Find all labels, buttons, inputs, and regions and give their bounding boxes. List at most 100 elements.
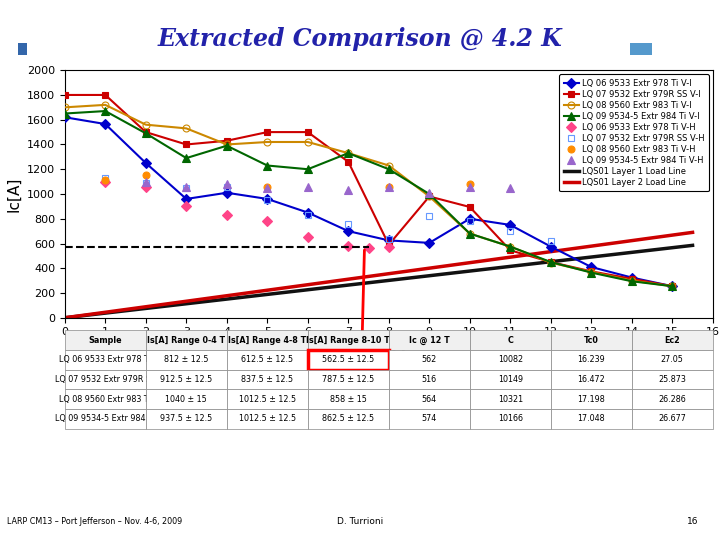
LQ 07 9532 Extr 979R SS V-I	[466, 204, 474, 210]
LQ 06 9533 Extr 978 Ti V-H	[101, 178, 109, 185]
LQ 06 9533 Extr 978 Ti V-I	[587, 264, 595, 270]
LQ 07 9532 Extr 979R SS V-H	[304, 212, 312, 218]
LQ 06 9533 Extr 978 Ti V-I	[506, 222, 515, 228]
LQ 09 9534-5 Extr 984 Ti V-I	[506, 244, 515, 250]
LQ 08 9560 Extr 983 Ti V-H	[141, 172, 150, 179]
LQ 06 9533 Extr 978 Ti V-I	[425, 240, 433, 246]
Line: LQ 07 9532 Extr 979R SS V-H: LQ 07 9532 Extr 979R SS V-H	[102, 174, 554, 245]
LQ 07 9532 Extr 979R SS V-I	[546, 259, 555, 265]
LQ 07 9532 Extr 979R SS V-H	[506, 228, 515, 234]
LQ 06 9533 Extr 978 Ti V-I	[60, 114, 69, 120]
X-axis label: B[T]: B[T]	[371, 343, 407, 358]
LQ 09 9534-5 Extr 984 Ti V-I	[263, 163, 271, 169]
LQ 07 9532 Extr 979R SS V-I	[627, 275, 636, 282]
LQ 09 9534-5 Extr 984 Ti V-I	[60, 110, 69, 117]
LQ 09 9534-5 Extr 984 Ti V-I	[425, 191, 433, 197]
Line: LQ 06 9533 Extr 978 Ti V-H: LQ 06 9533 Extr 978 Ti V-H	[102, 178, 392, 251]
LQ 09 9534-5 Extr 984 Ti V-H	[304, 183, 312, 190]
LQ 07 9532 Extr 979R SS V-I	[587, 268, 595, 275]
LQ 06 9533 Extr 978 Ti V-H	[263, 218, 271, 225]
LQ 06 9533 Extr 978 Ti V-I	[466, 215, 474, 222]
LQ 08 9560 Extr 983 Ti V-I	[506, 244, 515, 250]
Line: LQ 08 9560 Extr 983 Ti V-I: LQ 08 9560 Extr 983 Ti V-I	[61, 102, 676, 289]
LQ 06 9533 Extr 978 Ti V-I	[101, 121, 109, 127]
LQ 09 9534-5 Extr 984 Ti V-H	[344, 187, 353, 193]
LQ 07 9532 Extr 979R SS V-H	[182, 185, 191, 191]
Line: LQ 08 9560 Extr 983 Ti V-H: LQ 08 9560 Extr 983 Ti V-H	[102, 172, 473, 190]
LQ 09 9534-5 Extr 984 Ti V-I	[304, 166, 312, 172]
Legend: LQ 06 9533 Extr 978 Ti V-I, LQ 07 9532 Extr 979R SS V-I, LQ 08 9560 Extr 983 Ti : LQ 06 9533 Extr 978 Ti V-I, LQ 07 9532 E…	[559, 75, 708, 192]
LQ 08 9560 Extr 983 Ti V-I	[344, 150, 353, 157]
Text: LARP CM13 – Port Jefferson – Nov. 4-6, 2009: LARP CM13 – Port Jefferson – Nov. 4-6, 2…	[7, 517, 182, 526]
LQ 08 9560 Extr 983 Ti V-I	[101, 102, 109, 108]
LQ 07 9532 Extr 979R SS V-I	[344, 159, 353, 165]
LQ 08 9560 Extr 983 Ti V-I	[384, 163, 393, 169]
Text: 16: 16	[687, 517, 698, 526]
LQ 08 9560 Extr 983 Ti V-H	[466, 181, 474, 187]
LQ 08 9560 Extr 983 Ti V-I	[141, 122, 150, 128]
LQ 09 9534-5 Extr 984 Ti V-I	[344, 150, 353, 157]
LQ 06 9533 Extr 978 Ti V-I	[304, 210, 312, 216]
LQ 09 9534-5 Extr 984 Ti V-I	[222, 143, 231, 149]
LQ 06 9533 Extr 978 Ti V-I	[182, 195, 191, 202]
LQ 06 9533 Extr 978 Ti V-H	[182, 203, 191, 210]
LQ 06 9533 Extr 978 Ti V-I	[627, 274, 636, 281]
LQ 07 9532 Extr 979R SS V-H	[141, 180, 150, 186]
LQ 09 9534-5 Extr 984 Ti V-I	[466, 231, 474, 237]
LQ 08 9560 Extr 983 Ti V-I	[546, 259, 555, 266]
LQ 09 9534-5 Extr 984 Ti V-H	[141, 178, 150, 185]
LQ 09 9534-5 Extr 984 Ti V-I	[627, 278, 636, 285]
LQ 09 9534-5 Extr 984 Ti V-I	[182, 155, 191, 161]
LQ 06 9533 Extr 978 Ti V-H	[222, 212, 231, 218]
LQ 06 9533 Extr 978 Ti V-I	[222, 190, 231, 196]
LQ 09 9534-5 Extr 984 Ti V-H	[263, 185, 271, 191]
LQ 06 9533 Extr 978 Ti V-I	[384, 237, 393, 244]
LQ 06 9533 Extr 978 Ti V-I	[141, 160, 150, 166]
LQ 06 9533 Extr 978 Ti V-H	[344, 243, 353, 249]
LQ 07 9532 Extr 979R SS V-I	[101, 92, 109, 98]
LQ 09 9534-5 Extr 984 Ti V-H	[222, 181, 231, 187]
LQ 07 9532 Extr 979R SS V-H	[384, 235, 393, 242]
LQ 08 9560 Extr 983 Ti V-I	[222, 141, 231, 148]
LQ 07 9532 Extr 979R SS V-I	[182, 141, 191, 148]
Line: LQ 09 9534-5 Extr 984 Ti V-H: LQ 09 9534-5 Extr 984 Ti V-H	[142, 178, 515, 197]
LQ 07 9532 Extr 979R SS V-I	[506, 247, 515, 254]
LQ 09 9534-5 Extr 984 Ti V-I	[587, 269, 595, 276]
Text: Extracted Comparison @ 4.2 K: Extracted Comparison @ 4.2 K	[158, 27, 562, 51]
LQ 08 9560 Extr 983 Ti V-H	[101, 177, 109, 184]
LQ 06 9533 Extr 978 Ti V-I	[668, 283, 677, 289]
LQ 09 9534-5 Extr 984 Ti V-I	[546, 259, 555, 265]
LQ 09 9534-5 Extr 984 Ti V-H	[182, 183, 191, 190]
LQ 09 9534-5 Extr 984 Ti V-I	[141, 130, 150, 137]
LQ 09 9534-5 Extr 984 Ti V-I	[101, 108, 109, 114]
LQ 09 9534-5 Extr 984 Ti V-H	[425, 190, 433, 196]
LQ 08 9560 Extr 983 Ti V-I	[304, 139, 312, 145]
LQ 07 9532 Extr 979R SS V-I	[141, 129, 150, 136]
LQ 08 9560 Extr 983 Ti V-I	[627, 278, 636, 284]
Line: LQ 07 9532 Extr 979R SS V-I: LQ 07 9532 Extr 979R SS V-I	[61, 91, 676, 289]
LQ 09 9534-5 Extr 984 Ti V-I	[384, 166, 393, 172]
LQ 08 9560 Extr 983 Ti V-I	[587, 269, 595, 275]
Y-axis label: Ic[A]: Ic[A]	[6, 176, 22, 212]
LQ 07 9532 Extr 979R SS V-I	[304, 129, 312, 136]
LQ 06 9533 Extr 978 Ti V-I	[546, 244, 555, 250]
LQ 09 9534-5 Extr 984 Ti V-H	[466, 183, 474, 190]
LQ 08 9560 Extr 983 Ti V-I	[182, 125, 191, 132]
LQ 07 9532 Extr 979R SS V-H	[344, 220, 353, 227]
LQ 06 9533 Extr 978 Ti V-H	[141, 183, 150, 190]
LQ 08 9560 Extr 983 Ti V-I	[466, 231, 474, 237]
LQ 06 9533 Extr 978 Ti V-H	[384, 244, 393, 250]
LQ 08 9560 Extr 983 Ti V-H	[384, 183, 393, 190]
LQ 07 9532 Extr 979R SS V-I	[425, 193, 433, 200]
Line: LQ 06 9533 Extr 978 Ti V-I: LQ 06 9533 Extr 978 Ti V-I	[61, 114, 676, 289]
LQ 07 9532 Extr 979R SS V-I	[263, 129, 271, 136]
LQ 08 9560 Extr 983 Ti V-I	[425, 193, 433, 200]
LQ 08 9560 Extr 983 Ti V-H	[263, 183, 271, 190]
LQ 08 9560 Extr 983 Ti V-I	[263, 139, 271, 145]
LQ 08 9560 Extr 983 Ti V-I	[60, 104, 69, 111]
LQ 07 9532 Extr 979R SS V-H	[222, 183, 231, 190]
LQ 07 9532 Extr 979R SS V-H	[466, 218, 474, 225]
LQ 07 9532 Extr 979R SS V-H	[425, 213, 433, 219]
LQ 06 9533 Extr 978 Ti V-H	[304, 234, 312, 240]
LQ 06 9533 Extr 978 Ti V-I	[263, 195, 271, 202]
